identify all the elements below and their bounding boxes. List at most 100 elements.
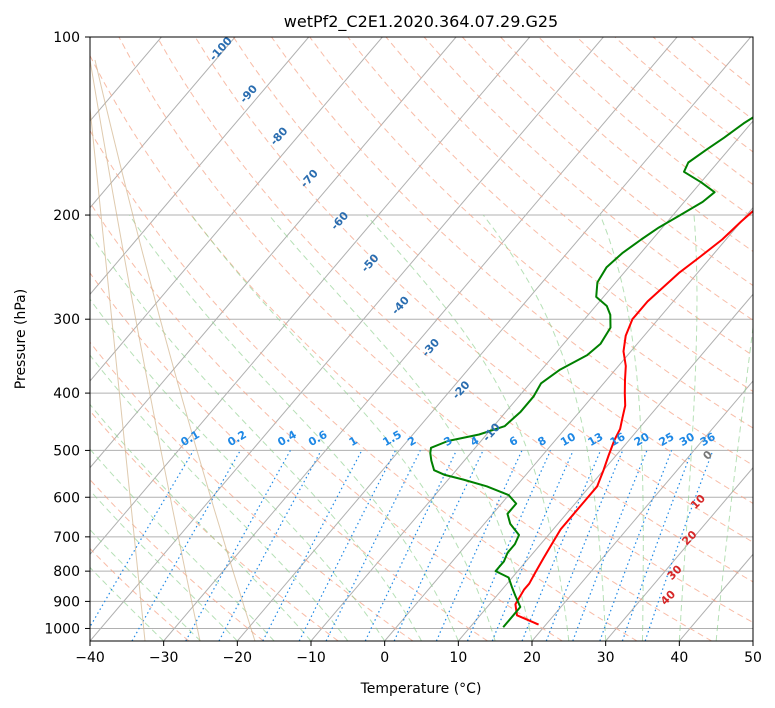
mixing-ratio-line bbox=[466, 450, 552, 641]
isotherm-gridline bbox=[90, 37, 457, 469]
mixing-ratio-label: 36 bbox=[698, 430, 718, 449]
mixing-ratio-label: 16 bbox=[608, 430, 628, 449]
moist-adiabat-label: 30 bbox=[665, 562, 685, 582]
moist-adiabat bbox=[599, 214, 644, 641]
isotherm-gridline bbox=[90, 37, 310, 296]
mixing-ratio-line bbox=[621, 450, 693, 641]
moist-adiabat bbox=[90, 298, 386, 641]
chart-title: wetPf2_C2E1.2020.364.07.29.G25 bbox=[284, 12, 558, 32]
x-tick-label: 50 bbox=[744, 650, 762, 666]
dry-adiabat bbox=[461, 37, 753, 287]
x-tick-label: 10 bbox=[449, 650, 467, 666]
dry-adiabat bbox=[90, 129, 638, 641]
dry-adiabat bbox=[90, 272, 488, 641]
mixing-ratio-line bbox=[644, 450, 714, 641]
moist-adiabat bbox=[90, 403, 312, 641]
mixing-ratio-line bbox=[393, 450, 484, 641]
series-layer bbox=[429, 116, 753, 628]
x-tick-label: 40 bbox=[670, 650, 688, 666]
background-lines bbox=[90, 37, 753, 641]
isotherm-gridline bbox=[531, 380, 753, 641]
isotherm-gridline bbox=[90, 37, 604, 641]
x-tick-label: 20 bbox=[523, 650, 541, 666]
y-tick-label: 500 bbox=[53, 443, 80, 459]
moist-adiabat bbox=[90, 566, 165, 641]
mixing-ratio-label: 13 bbox=[586, 430, 606, 449]
mixing-ratio-label: 1 bbox=[347, 434, 360, 449]
dry-adiabat bbox=[90, 54, 712, 641]
moist-adiabat bbox=[90, 528, 201, 641]
moist-adiabat bbox=[128, 214, 459, 641]
dry-adiabat bbox=[309, 37, 753, 429]
mixing-ratio-label: 0.6 bbox=[306, 428, 330, 449]
x-tick-label: 0 bbox=[380, 650, 389, 666]
isotherm-gridline bbox=[457, 293, 753, 641]
mixing-ratio-line bbox=[90, 450, 195, 628]
dry-adiabat-label: -80 bbox=[268, 124, 291, 148]
x-tick-label: −20 bbox=[223, 650, 253, 666]
isotherm-gridline bbox=[90, 37, 236, 209]
y-tick-label: 200 bbox=[53, 208, 80, 224]
mixing-ratio-label: 0.2 bbox=[225, 428, 248, 449]
dry-adiabat-label: -30 bbox=[419, 336, 442, 360]
mixing-ratio-line bbox=[521, 450, 602, 641]
dry-adiabat bbox=[614, 37, 753, 153]
mixing-ratio-label: 0.4 bbox=[275, 428, 299, 449]
mixing-ratio-label: 3 bbox=[442, 434, 455, 449]
moist-adiabat bbox=[90, 489, 238, 641]
dry-adiabat bbox=[232, 37, 753, 504]
mixing-ratio-line bbox=[364, 450, 458, 641]
dry-adiabat bbox=[194, 37, 753, 543]
mixing-ratio-label: 30 bbox=[677, 430, 697, 449]
mixing-ratio-line bbox=[262, 450, 363, 641]
dry-adiabat bbox=[90, 341, 414, 641]
dry-adiabat bbox=[90, 547, 190, 641]
mixing-ratio-line bbox=[185, 450, 291, 641]
axis-ticks: −40 −30 −20 −10 0 10 20 30 40 5010020030040050060… bbox=[44, 30, 762, 666]
dry-adiabat-label: -90 bbox=[237, 82, 260, 106]
x-axis-title: Temperature (°C) bbox=[360, 681, 482, 697]
dry-adiabat-label: -50 bbox=[359, 251, 382, 275]
isotherm-gridline bbox=[605, 466, 753, 641]
ice-bulb-curve bbox=[94, 59, 256, 641]
isotherm-gridline bbox=[752, 640, 753, 641]
dry-adiabat bbox=[500, 37, 753, 253]
isotherm-gridline bbox=[384, 206, 753, 641]
ice-bulb-curve bbox=[90, 104, 146, 641]
y-tick-label: 900 bbox=[53, 594, 80, 610]
mixing-ratio-label: 6 bbox=[507, 434, 520, 449]
isotherm-gridline bbox=[90, 37, 531, 556]
dry-adiabat-label: -10 bbox=[480, 420, 503, 444]
y-tick-label: 100 bbox=[53, 30, 80, 46]
dry-adiabat-label: -100 bbox=[207, 34, 235, 63]
moist-adiabat-label: 20 bbox=[679, 528, 699, 548]
moist-adiabat bbox=[715, 323, 753, 641]
x-tick-label: −30 bbox=[149, 650, 179, 666]
mixing-ratio-label: 2 bbox=[405, 434, 418, 449]
dry-adiabat bbox=[690, 37, 753, 89]
dewpoint-line bbox=[429, 116, 753, 628]
dry-adiabat bbox=[118, 37, 753, 624]
dry-adiabat-label: -40 bbox=[389, 293, 412, 317]
isotherm-gridline bbox=[163, 37, 678, 641]
moist-adiabat bbox=[90, 354, 349, 641]
dry-adiabat bbox=[156, 37, 753, 583]
dry-adiabat-label: -70 bbox=[298, 167, 321, 191]
dry-adiabat-label: -60 bbox=[328, 209, 351, 233]
dry-adiabat bbox=[90, 478, 264, 641]
moist-adiabat bbox=[678, 214, 698, 641]
y-tick-label: 400 bbox=[53, 386, 80, 402]
y-tick-label: 600 bbox=[53, 490, 80, 506]
isotherm-gridline bbox=[678, 553, 753, 641]
dry-adiabat bbox=[652, 37, 753, 121]
moist-adiabat bbox=[268, 214, 533, 641]
y-tick-label: 1000 bbox=[44, 621, 80, 637]
mixing-ratio-line bbox=[599, 450, 673, 641]
mixing-ratio-line bbox=[131, 450, 241, 641]
x-tick-label: 30 bbox=[597, 650, 615, 666]
y-tick-label: 300 bbox=[53, 312, 80, 328]
ice-bulb-curve bbox=[90, 514, 91, 641]
x-tick-label: −10 bbox=[296, 650, 326, 666]
temperature-line bbox=[514, 209, 753, 626]
